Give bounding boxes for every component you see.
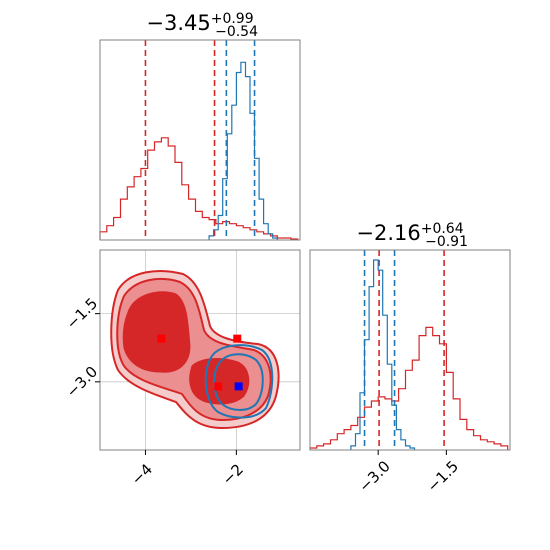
joint-markers (157, 334, 243, 391)
red-contour-inner-left (122, 291, 191, 373)
marker-series-0-0 (157, 334, 166, 343)
panel-joint: −4 −2−3.0−1.5 (63, 249, 301, 489)
red-contour-inner-right (189, 358, 250, 405)
marker-series-0-2 (214, 382, 223, 391)
param1-hist-series-1 (208, 61, 278, 240)
title-param1-upper: +0.99 (211, 11, 254, 27)
param1-hist-series-0 (99, 137, 299, 240)
title-param1-value: −3.45 (146, 11, 210, 35)
blue-contour-inner (213, 353, 264, 411)
panel-param2-frame (309, 249, 511, 451)
param1-tick-label-1: −2 (219, 460, 247, 488)
title-param2-lower-text: −0.91 (425, 234, 468, 250)
param2-ticks: −3.0 −1.5 (355, 450, 462, 496)
param2-tick-label-0: −3.0 (355, 457, 393, 495)
panel-param1-frame (99, 39, 301, 241)
title-param2-upper: +0.64 (421, 221, 464, 237)
joint-blue-contours (204, 344, 274, 419)
title-param2-lower: −0.91 (425, 234, 468, 250)
param2-hist-series-1 (350, 259, 416, 450)
param2-tick-label-1: −1.5 (424, 457, 462, 495)
title-param1-lower-text: −0.54 (215, 24, 258, 40)
marker-series-1-0 (234, 382, 243, 391)
panel-joint-frame (99, 249, 301, 451)
joint-red-contours (110, 270, 280, 430)
title-param1-lower: −0.54 (215, 24, 258, 40)
title-param2: −2.16+0.64 (356, 221, 463, 245)
blue-contour-outer (204, 344, 274, 419)
title-param2-value: −2.16 (356, 221, 420, 245)
panel-param2-hist: −3.0 −1.5 (309, 249, 511, 496)
param2-hist-series-0 (309, 326, 509, 450)
param1-tick-label-0: −4 (128, 460, 156, 488)
marker-series-0-1 (233, 334, 242, 343)
title-param1: −3.45+0.99 (146, 11, 253, 35)
panel-param1-hist (99, 39, 301, 241)
